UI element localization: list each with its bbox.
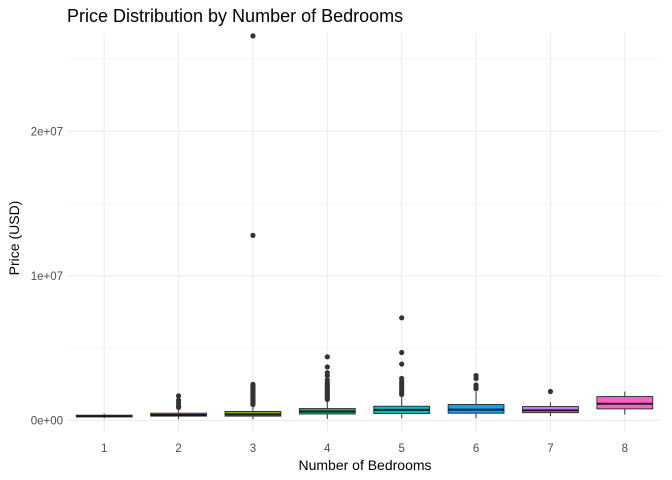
y-axis-title: Price (USD) (6, 201, 22, 276)
box-group-2 (150, 393, 207, 420)
box-group-5 (373, 315, 431, 419)
x-tick-label-3: 3 (250, 443, 256, 455)
outlier-2-3 (175, 397, 182, 403)
x-tick-label-2: 2 (175, 443, 181, 455)
outlier-5-10 (399, 315, 405, 321)
outlier-3-14 (250, 381, 256, 387)
box-group-8 (596, 391, 654, 415)
outlier-3-16 (250, 33, 256, 39)
outlier-6-4 (473, 373, 479, 379)
x-tick-label-4: 4 (324, 443, 331, 455)
outlier-5-7 (399, 375, 405, 382)
y-tick-label-1: 1e+07 (31, 271, 63, 283)
box-group-4 (298, 354, 356, 419)
x-tick-label-8: 8 (622, 443, 628, 455)
outlier-4-14 (324, 370, 330, 376)
outlier-5-8 (399, 361, 405, 367)
box-8 (596, 396, 654, 410)
x-tick-label-5: 5 (398, 443, 404, 455)
outlier-5-9 (399, 349, 405, 356)
tick-layer: 0e+00 1e+07 2e+07 1 2 3 4 5 6 7 8 (31, 126, 628, 455)
outlier-4-16 (324, 354, 330, 360)
outlier-7-0 (547, 388, 554, 395)
box-group-3 (224, 33, 282, 420)
outlier-4-12 (324, 377, 330, 383)
box-layer (75, 33, 654, 420)
box-group-1 (75, 413, 133, 419)
y-tick-label-0: 0e+00 (31, 415, 63, 427)
x-tick-label-6: 6 (473, 443, 479, 455)
y-tick-label-2: 2e+07 (31, 126, 63, 138)
x-tick-label-1: 1 (101, 443, 107, 455)
box-group-6 (447, 373, 505, 419)
outlier-3-15 (250, 232, 256, 238)
box-group-7 (522, 388, 579, 417)
x-tick-label-7: 7 (547, 443, 553, 455)
outlier-4-15 (324, 364, 330, 370)
x-axis-title: Number of Bedrooms (298, 457, 431, 473)
grid-layer (67, 33, 662, 432)
outlier-6-2 (473, 382, 479, 388)
outlier-2-4 (175, 393, 182, 399)
chart-title: Price Distribution by Number of Bedrooms (67, 6, 403, 26)
